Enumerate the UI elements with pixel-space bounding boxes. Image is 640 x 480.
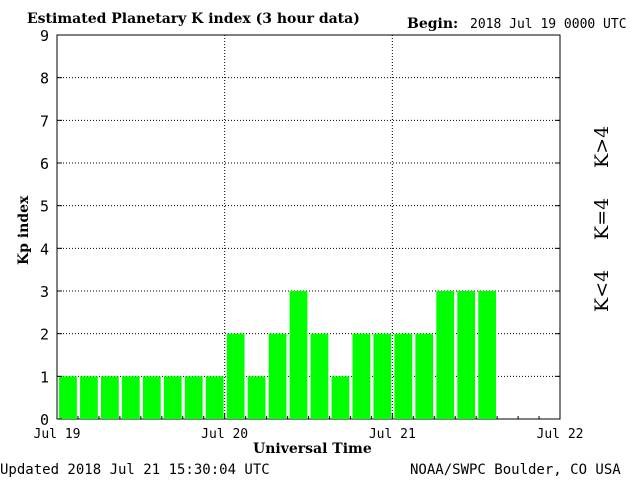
kp-bar <box>352 333 371 419</box>
x-axis: Jul 19 Jul 20 Jul 21 Jul 22 <box>34 413 584 442</box>
kp-bar <box>415 333 434 419</box>
y-tick-label: 7 <box>40 112 49 130</box>
x-tick-label: Jul 21 <box>369 427 416 442</box>
kp-bar <box>310 333 329 419</box>
y-axis-title: Kp index <box>16 195 32 265</box>
chart-title: Estimated Planetary K index (3 hour data… <box>27 11 360 27</box>
y-tick-label: 1 <box>40 368 49 386</box>
kp-bar <box>436 291 455 419</box>
kp-bar <box>121 376 140 419</box>
kp-bar <box>373 333 392 419</box>
kp-bar <box>101 376 119 419</box>
kp-bar <box>268 333 287 419</box>
kp-bar <box>142 376 161 419</box>
y-tick-label: 6 <box>40 155 49 173</box>
kp-bar <box>163 376 182 419</box>
legend-k-greater-4: K>4 <box>591 126 613 168</box>
legend-k-less-4: K<4 <box>591 270 613 312</box>
kp-bar <box>478 291 497 419</box>
kp-bar <box>457 291 476 419</box>
kp-bar <box>394 333 413 419</box>
kp-bar <box>331 376 350 419</box>
x-tick-label: Jul 19 <box>34 427 81 442</box>
kp-bar <box>80 376 98 419</box>
updated-timestamp: Updated 2018 Jul 21 15:30:04 UTC <box>0 462 270 478</box>
x-tick-label: Jul 22 <box>537 427 584 442</box>
y-tick-label: 2 <box>40 326 49 344</box>
grid-lines <box>57 35 560 419</box>
y-axis: 0 1 2 3 4 5 6 7 8 9 <box>40 27 560 429</box>
y-tick-label: 0 <box>40 411 49 429</box>
y-tick-label: 3 <box>40 283 49 301</box>
y-tick-label: 9 <box>40 27 49 45</box>
y-tick-label: 5 <box>40 198 49 216</box>
begin-value: 2018 Jul 19 0000 UTC <box>470 17 627 32</box>
kp-bar <box>205 376 224 419</box>
kp-bar <box>247 376 266 419</box>
kp-bars <box>59 291 497 419</box>
y-tick-label: 8 <box>40 70 49 88</box>
kp-bar <box>59 376 77 419</box>
x-tick-label: Jul 20 <box>201 427 248 442</box>
x-axis-title: Universal Time <box>253 441 372 457</box>
kp-bar <box>226 333 245 419</box>
legend-k-equal-4: K=4 <box>591 198 613 240</box>
y-tick-label: 4 <box>40 240 49 258</box>
kp-bar <box>184 376 203 419</box>
begin-label: Begin: <box>407 16 458 32</box>
source-credit: NOAA/SWPC Boulder, CO USA <box>410 462 621 478</box>
kp-bar <box>289 291 308 419</box>
